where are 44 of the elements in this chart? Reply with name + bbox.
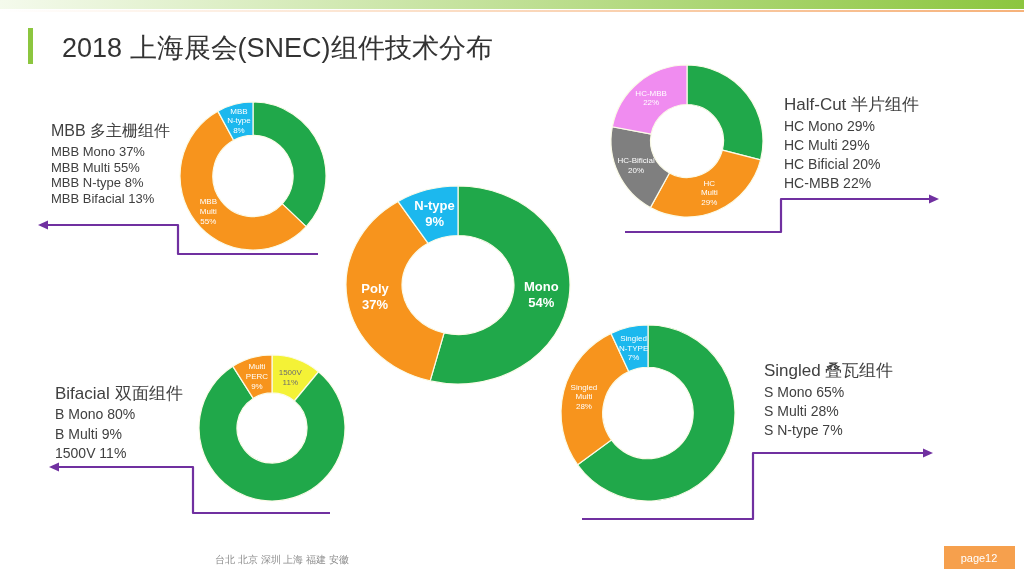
slice-label: MBB Multi — [199, 197, 217, 216]
data-label: 29% — [701, 198, 718, 208]
text: S N-type 7% — [764, 422, 843, 438]
text: HC Multi 29% — [784, 137, 870, 153]
text: S Mono 65% — [764, 384, 845, 400]
text: 1500V 11% — [55, 445, 127, 461]
slice-label: N-type — [414, 198, 455, 214]
text: MBB Mono 37% — [51, 144, 146, 159]
text: S Multi 28% — [764, 403, 839, 419]
text: page12 — [960, 552, 998, 564]
data-label: 11% — [282, 377, 299, 387]
data-label: 9% — [251, 381, 263, 391]
text: HC Mono 29% — [784, 118, 876, 134]
text: MBB N-type 8% — [51, 175, 144, 190]
text: Singled 叠瓦组件 — [764, 361, 894, 380]
text: MBB Bifacial 13% — [51, 190, 155, 206]
slice-label: Singled Multi — [570, 382, 598, 402]
data-label: 37% — [362, 296, 389, 312]
slice-label: Poly — [361, 281, 390, 297]
slice-label: Multi PERC — [245, 362, 269, 381]
slice-label: Mono — [524, 279, 559, 295]
data-label: 8% — [233, 125, 245, 135]
text: B Mono 80% — [55, 406, 136, 422]
data-label: 54% — [528, 294, 555, 310]
slice-label: MBB N-type — [227, 106, 252, 126]
text: HC-MBB 22% — [784, 175, 872, 191]
slice-label: HC-Bificial — [617, 155, 655, 165]
chart-title: 2018 上海展会(SNEC)组件技术分布 — [62, 33, 493, 63]
data-label: 28% — [575, 401, 592, 411]
slice-label: HC Multi — [700, 178, 718, 198]
text: 台北 北京 深圳 上海 福建 安徽 — [215, 554, 349, 565]
text: MBB 多主栅组件 — [51, 122, 171, 139]
slice-label: 1500V — [278, 368, 303, 378]
data-label: 22% — [643, 98, 660, 108]
data-label: 55% — [200, 216, 217, 226]
data-label: 20% — [628, 165, 645, 175]
data-label: 9% — [425, 214, 445, 230]
text: MBB Multi 55% — [51, 159, 141, 175]
text: B Multi 9% — [55, 425, 122, 442]
text: Bifacial 双面组件 — [55, 384, 183, 403]
text: Half-Cut 半片组件 — [784, 95, 920, 114]
text: HC Bificial 20% — [784, 156, 881, 172]
data-label: 7% — [627, 353, 640, 363]
slice-label: HC-MBB — [635, 88, 667, 98]
